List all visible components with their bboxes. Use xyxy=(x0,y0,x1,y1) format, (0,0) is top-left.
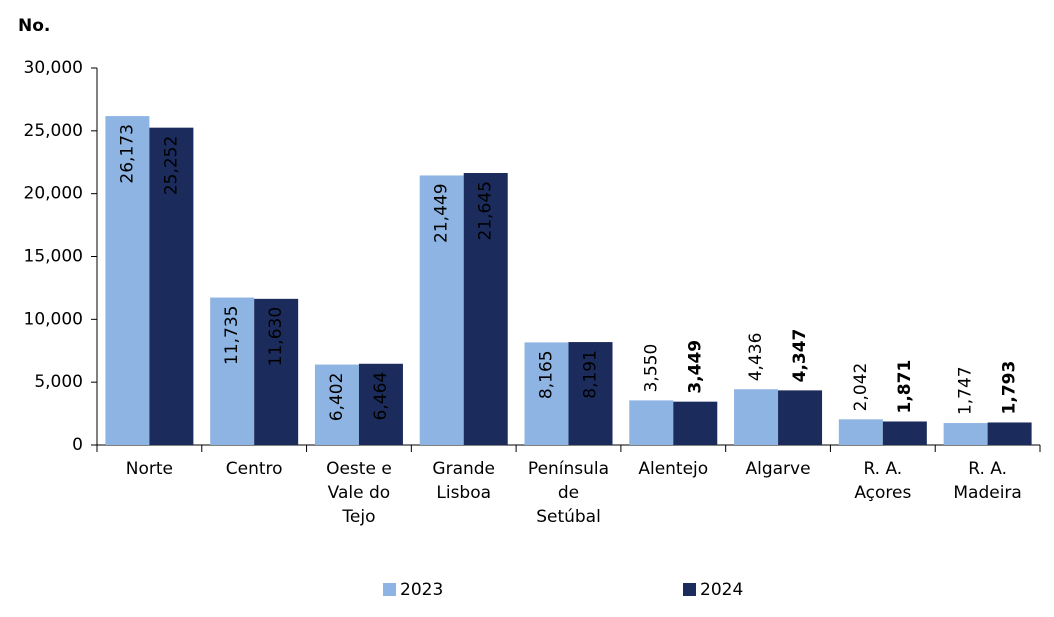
x-tick-label: Oeste e Vale do Tejo xyxy=(326,459,392,527)
legend-label: 2024 xyxy=(700,580,743,600)
bar xyxy=(778,390,823,445)
data-label: 1,871 xyxy=(895,360,915,414)
bar xyxy=(314,364,359,445)
legend-label: 2023 xyxy=(400,580,443,600)
legend-swatch xyxy=(683,583,696,596)
bar xyxy=(882,421,927,445)
data-label: 6,402 xyxy=(327,373,347,422)
data-label: 1,747 xyxy=(956,366,976,415)
y-axis-label: No. xyxy=(18,16,50,36)
x-tick-label: Centro xyxy=(225,459,283,479)
x-tick-label: R. A. Açores xyxy=(854,459,912,503)
bar xyxy=(734,389,779,445)
bar xyxy=(943,423,988,445)
bar xyxy=(210,297,255,445)
data-label: 4,436 xyxy=(746,333,766,382)
bar xyxy=(524,342,569,445)
bar xyxy=(838,419,883,445)
data-label: 11,735 xyxy=(222,306,242,365)
bar xyxy=(673,401,718,445)
bar xyxy=(463,172,508,445)
y-tick-label: 25,000 xyxy=(24,121,83,141)
y-tick-label: 20,000 xyxy=(24,184,83,204)
data-label: 25,252 xyxy=(161,136,181,195)
y-tick-label: 0 xyxy=(72,435,83,455)
data-label: 11,630 xyxy=(266,307,286,366)
data-label: 8,165 xyxy=(537,350,557,399)
bar xyxy=(629,400,674,445)
bar xyxy=(358,363,403,445)
data-label: 21,645 xyxy=(476,181,496,240)
bar xyxy=(254,298,299,445)
bar xyxy=(149,127,194,445)
data-label: 3,550 xyxy=(641,344,661,393)
legend-swatch xyxy=(383,583,396,596)
x-tick-label: Algarve xyxy=(745,459,811,479)
y-tick-label: 15,000 xyxy=(24,247,83,267)
x-tick-label: Grande Lisboa xyxy=(432,459,496,503)
x-tick-label: Península de Setúbal xyxy=(527,459,610,527)
y-tick-label: 30,000 xyxy=(24,58,83,78)
data-label: 3,449 xyxy=(685,340,705,394)
y-tick-label: 10,000 xyxy=(24,309,83,329)
data-label: 26,173 xyxy=(117,124,137,183)
bar xyxy=(105,116,150,445)
data-label: 21,449 xyxy=(432,183,452,242)
y-tick-label: 5,000 xyxy=(34,372,83,392)
data-label: 2,042 xyxy=(851,363,871,412)
data-label: 1,793 xyxy=(1000,361,1020,415)
x-tick-label: Norte xyxy=(125,459,173,479)
data-label: 8,191 xyxy=(581,350,601,399)
x-tick-label: Alentejo xyxy=(638,459,709,479)
bar xyxy=(987,422,1032,445)
bar xyxy=(568,342,613,445)
x-tick-label: R. A. Madeira xyxy=(953,459,1022,503)
data-label: 4,347 xyxy=(790,329,810,383)
bar xyxy=(419,175,464,445)
data-label: 6,464 xyxy=(371,372,391,421)
